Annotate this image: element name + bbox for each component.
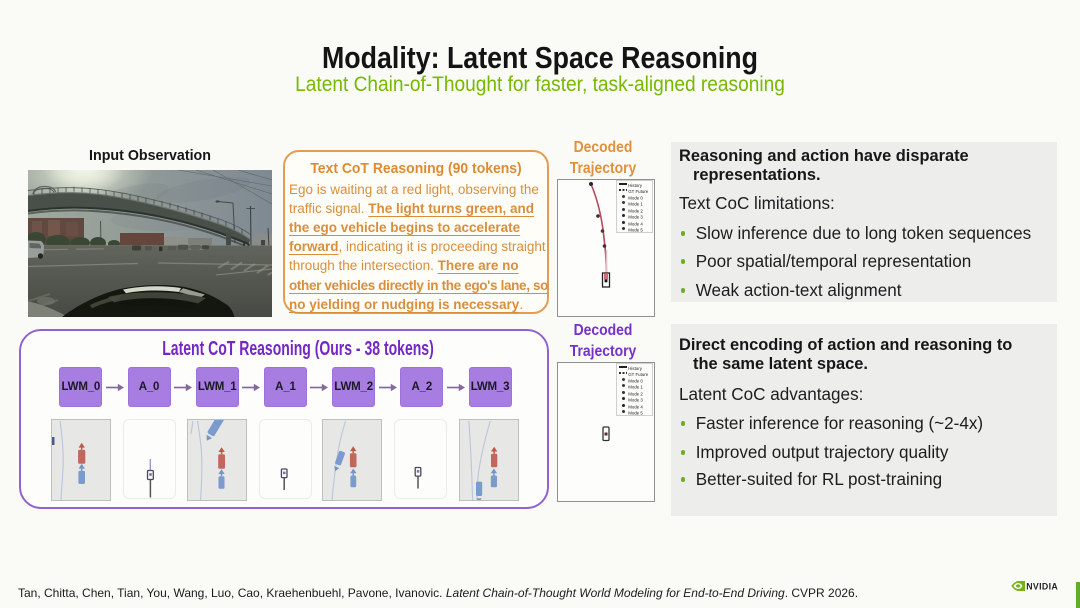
svg-text:NVIDIA: NVIDIA (1026, 581, 1058, 591)
